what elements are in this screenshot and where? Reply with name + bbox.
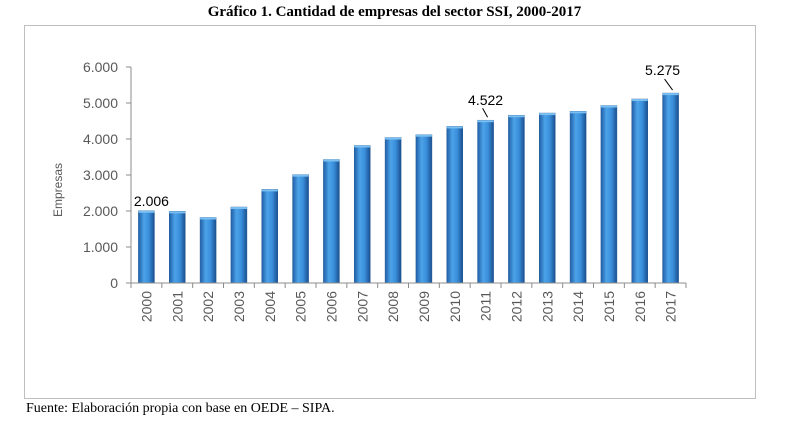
chart-frame <box>24 25 756 399</box>
bar <box>261 189 278 284</box>
x-tick-label: 2013 <box>539 291 555 322</box>
data-label: 4.522 <box>468 92 503 108</box>
bar <box>323 159 340 284</box>
x-tick-label: 2003 <box>231 291 247 322</box>
bar-top-highlight <box>570 111 587 114</box>
y-tick-label: 4.000 <box>83 131 118 147</box>
y-tick-label: 6.000 <box>83 59 118 75</box>
x-tick-label: 2010 <box>447 291 463 322</box>
bar <box>539 112 556 284</box>
bar-top-highlight <box>230 207 247 210</box>
bar <box>662 92 679 284</box>
x-tick-label: 2004 <box>262 291 278 322</box>
x-tick-label: 2014 <box>570 291 586 322</box>
bar-top-highlight <box>631 99 648 102</box>
x-tick-label: 2015 <box>601 291 617 322</box>
y-tick-label: 1.000 <box>83 239 118 255</box>
bar-top-highlight <box>292 174 309 177</box>
bar <box>169 211 186 284</box>
bar-top-highlight <box>261 189 278 192</box>
x-tick-label: 2016 <box>632 291 648 322</box>
bar-top-highlight <box>662 93 679 96</box>
data-labels: 2.006 4.522 5.275 <box>134 62 680 209</box>
bar <box>415 134 433 284</box>
data-label: 5.275 <box>645 62 680 78</box>
y-axis-label: Empresas <box>51 163 65 217</box>
bar <box>446 126 463 284</box>
bar <box>354 145 371 284</box>
bar <box>230 206 248 284</box>
x-tick-label: 2005 <box>293 291 309 322</box>
x-tick-label: 2011 <box>478 291 494 321</box>
bar <box>292 174 309 284</box>
bar-top-highlight <box>600 105 617 108</box>
y-axis: 0 1.000 2.000 3.000 4.000 5.000 6.000 <box>83 59 132 291</box>
bar <box>508 114 525 284</box>
x-axis: 2000 2001 2002 2003 2004 2005 2006 2007 2008 2009… <box>130 282 687 322</box>
bar <box>384 137 402 284</box>
x-tick-label: 2002 <box>200 291 216 322</box>
bar-top-highlight <box>323 159 340 162</box>
y-tick-label: 2.000 <box>83 203 118 219</box>
bar <box>138 210 155 284</box>
x-tick-label: 2012 <box>508 291 524 322</box>
x-tick-label: 2000 <box>138 291 154 322</box>
bar <box>569 111 587 284</box>
bar <box>199 217 217 284</box>
data-label-leader <box>664 78 673 91</box>
bar <box>631 98 648 284</box>
bar-top-highlight <box>477 120 494 123</box>
y-tick-label: 5.000 <box>83 95 118 111</box>
bar-top-highlight <box>446 126 463 129</box>
bar <box>477 119 494 284</box>
x-tick-label: 2006 <box>323 291 339 322</box>
x-tick-label: 2009 <box>416 291 432 322</box>
bar-top-highlight <box>354 145 371 148</box>
bar-top-highlight <box>415 134 432 137</box>
bar-top-highlight <box>169 211 186 214</box>
y-tick-label: 3.000 <box>83 167 118 183</box>
x-tick-label: 2007 <box>354 291 370 322</box>
chart-title: Gráfico 1. Cantidad de empresas del sect… <box>207 4 582 20</box>
data-label: 2.006 <box>134 193 169 209</box>
x-tick-label: 2008 <box>385 291 401 322</box>
bar-top-highlight <box>138 210 155 213</box>
data-label-leader <box>482 107 489 118</box>
bar-top-highlight <box>200 217 217 220</box>
bar <box>600 105 618 284</box>
bar-top-highlight <box>539 113 556 116</box>
bar-top-highlight <box>508 115 525 118</box>
source-note: Fuente: Elaboración propia con base en O… <box>26 401 335 416</box>
x-tick-label: 2001 <box>169 291 185 322</box>
bars <box>138 92 679 284</box>
x-tick-label: 2017 <box>663 291 679 322</box>
y-tick-label: 0 <box>110 275 118 291</box>
bar-top-highlight <box>385 137 402 140</box>
